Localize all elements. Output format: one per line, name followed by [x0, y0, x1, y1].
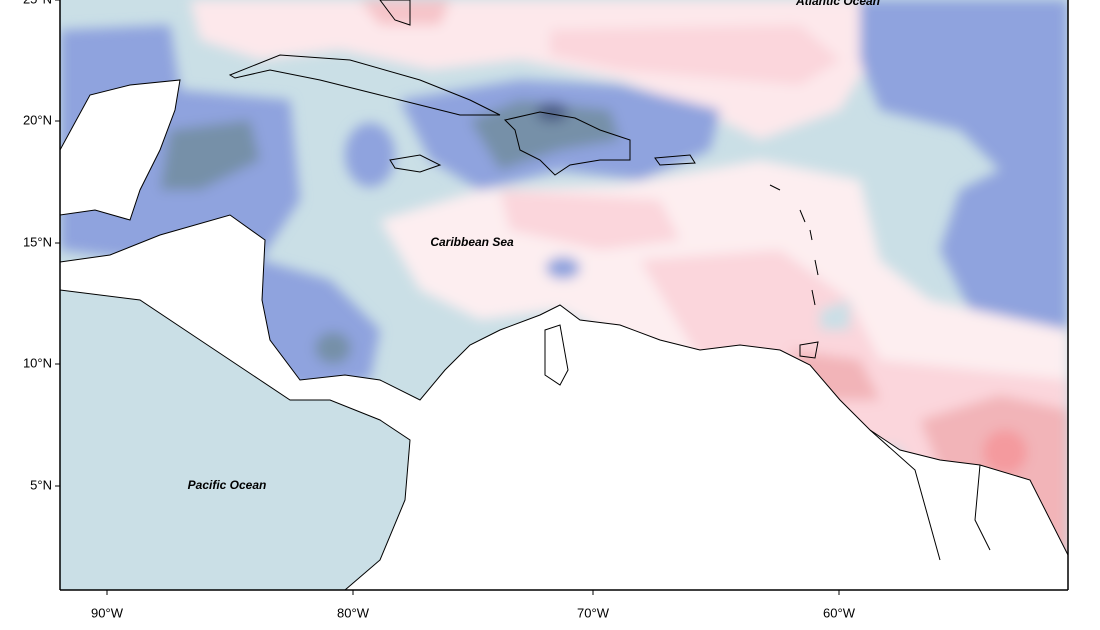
region-label: Caribbean Sea [430, 235, 514, 249]
lon-tick-label: 80°W [337, 605, 370, 620]
lat-tick-label: 20°N [23, 112, 52, 127]
lon-tick-label: 90°W [91, 605, 124, 620]
lon-tick-label: 70°W [577, 605, 610, 620]
lat-tick-label: 10°N [23, 355, 52, 370]
region-label: Pacific Ocean [188, 478, 267, 492]
lon-tick-label: 60°W [823, 605, 856, 620]
lat-tick-label: 25°N [23, 0, 52, 6]
region-label: Atlantic Ocean [795, 0, 880, 8]
frame [59, 0, 1069, 591]
lat-tick-label: 5°N [30, 477, 52, 492]
anomaly-field [60, 0, 1068, 590]
lat-tick-label: 15°N [23, 234, 52, 249]
